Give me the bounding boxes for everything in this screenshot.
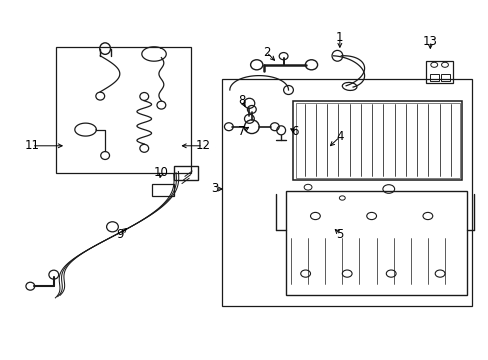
Text: 12: 12 bbox=[195, 139, 210, 152]
Bar bbox=[151, 184, 173, 196]
Bar bbox=[222, 79, 471, 306]
Text: 5: 5 bbox=[335, 228, 343, 240]
Text: 9: 9 bbox=[116, 228, 123, 240]
Bar bbox=[440, 74, 449, 81]
Text: 7: 7 bbox=[238, 125, 245, 138]
Text: 3: 3 bbox=[211, 183, 219, 195]
Text: 10: 10 bbox=[154, 166, 168, 179]
Bar bbox=[295, 103, 459, 178]
Bar bbox=[426, 61, 452, 83]
Bar bbox=[56, 47, 190, 173]
Bar bbox=[293, 101, 461, 180]
Text: 1: 1 bbox=[335, 31, 343, 44]
Text: 8: 8 bbox=[238, 94, 245, 107]
Bar bbox=[285, 191, 466, 295]
Text: 13: 13 bbox=[422, 35, 437, 48]
Text: 6: 6 bbox=[290, 125, 298, 138]
Text: 2: 2 bbox=[262, 46, 270, 59]
Bar bbox=[429, 74, 438, 81]
Bar bbox=[173, 166, 198, 180]
Text: 4: 4 bbox=[335, 130, 343, 143]
Text: 11: 11 bbox=[24, 139, 39, 152]
